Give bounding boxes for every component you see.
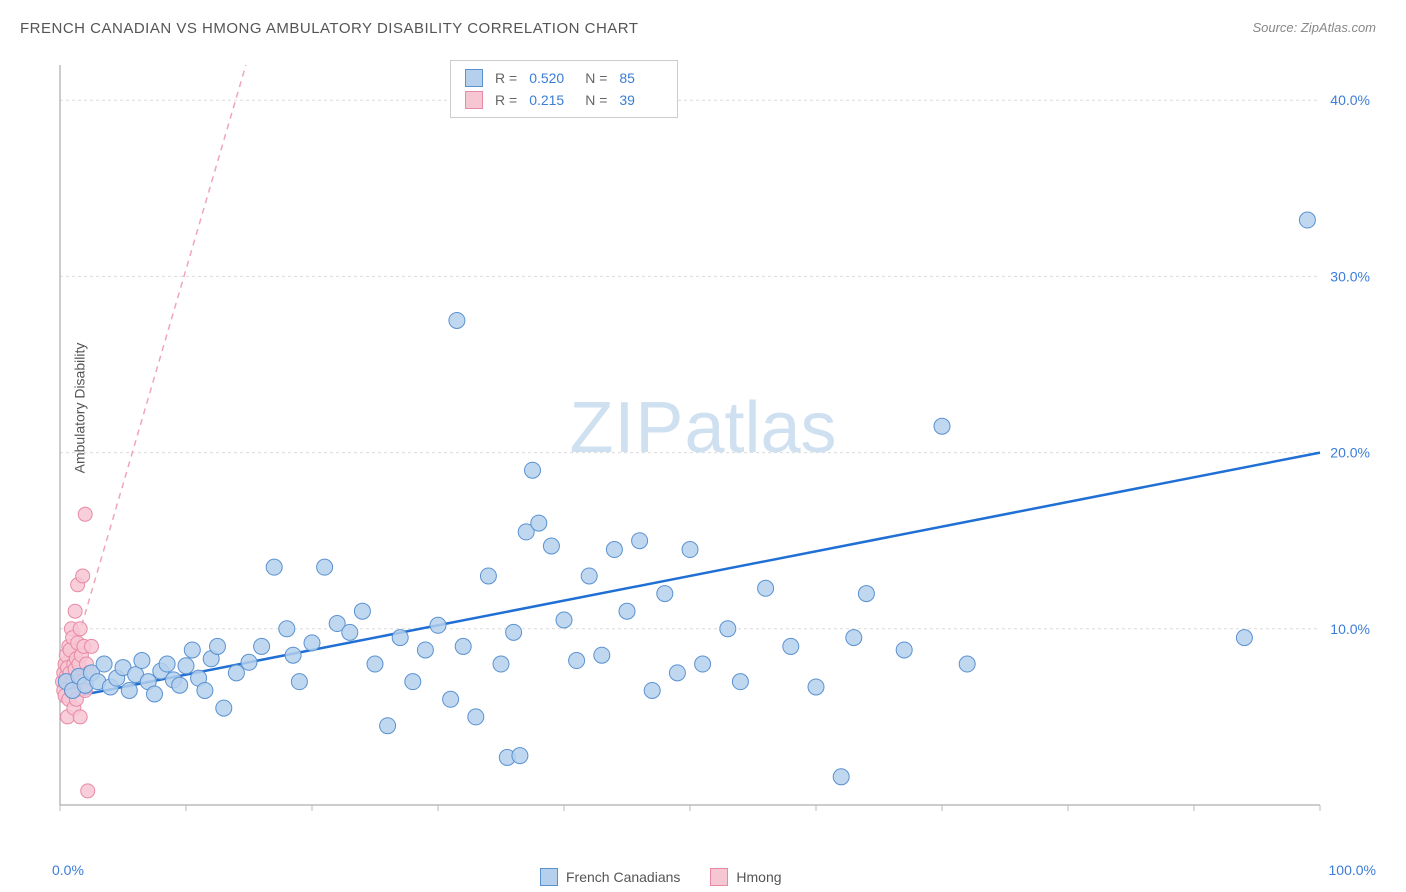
swatch-icon <box>710 868 728 886</box>
swatch-icon <box>465 69 483 87</box>
legend-item-1: Hmong <box>710 868 781 886</box>
chart-title: FRENCH CANADIAN VS HMONG AMBULATORY DISA… <box>20 20 639 37</box>
r-label: R = <box>495 92 517 108</box>
n-label: N = <box>585 92 607 108</box>
swatch-icon <box>540 868 558 886</box>
legend-label-0: French Canadians <box>566 869 680 885</box>
source-attribution: Source: ZipAtlas.com <box>1252 20 1376 35</box>
svg-text:10.0%: 10.0% <box>1330 621 1370 637</box>
r-value-0: 0.520 <box>529 70 573 86</box>
series-legend: French Canadians Hmong <box>540 868 782 886</box>
x-axis-max-label: 100.0% <box>1329 862 1376 878</box>
n-label: N = <box>585 70 607 86</box>
r-value-1: 0.215 <box>529 92 573 108</box>
plot-area: 10.0% 20.0% 30.0% 40.0% <box>50 55 1380 835</box>
legend-item-0: French Canadians <box>540 868 680 886</box>
stats-row-1: R = 0.215 N = 39 <box>465 89 663 111</box>
n-value-0: 85 <box>619 70 663 86</box>
svg-text:20.0%: 20.0% <box>1330 445 1370 461</box>
svg-text:40.0%: 40.0% <box>1330 92 1370 108</box>
swatch-icon <box>465 91 483 109</box>
svg-text:30.0%: 30.0% <box>1330 268 1370 284</box>
n-value-1: 39 <box>619 92 663 108</box>
scatter-chart-svg: 10.0% 20.0% 30.0% 40.0% <box>50 55 1380 835</box>
stats-row-0: R = 0.520 N = 85 <box>465 67 663 89</box>
legend-label-1: Hmong <box>736 869 781 885</box>
x-axis-min-label: 0.0% <box>52 862 84 878</box>
stats-legend: R = 0.520 N = 85 R = 0.215 N = 39 <box>450 60 678 118</box>
r-label: R = <box>495 70 517 86</box>
